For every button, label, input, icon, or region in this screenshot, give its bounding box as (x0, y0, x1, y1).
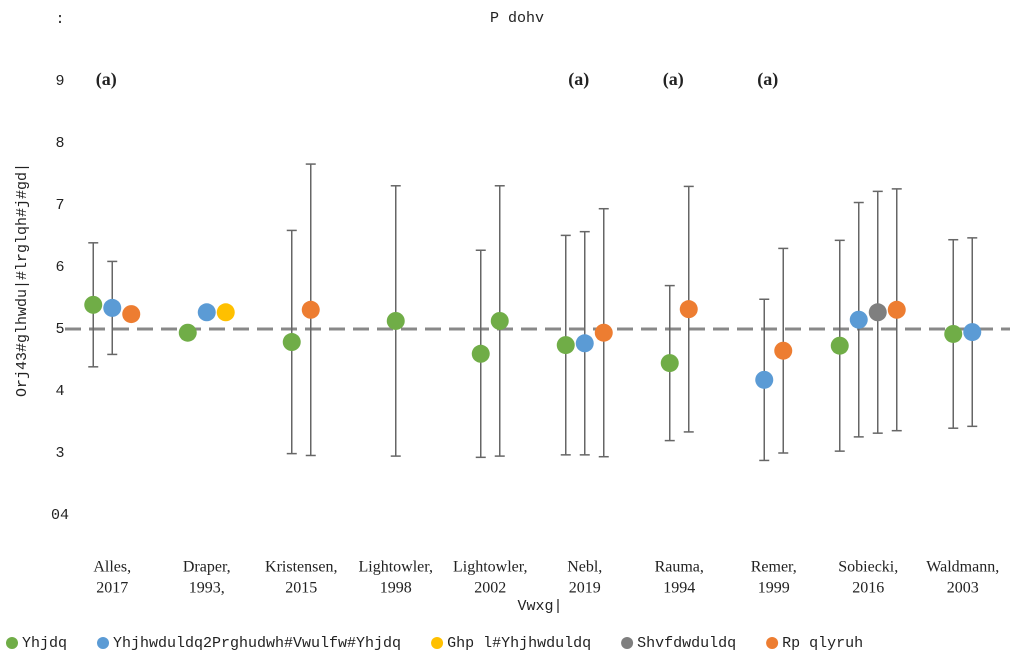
annotation: (a) (568, 69, 589, 90)
y-tick-label: 04 (51, 507, 69, 524)
legend-swatch (6, 637, 18, 649)
point (944, 324, 963, 343)
point (963, 323, 982, 342)
x-tick-label: Lightowler, (453, 559, 527, 576)
y-tick-label: 4 (55, 383, 64, 400)
legend-label: Shvfdwduldq (637, 635, 736, 652)
legend-label: Yhjhwduldq2Prghudwh#Vwulfw#Yhjdq (113, 635, 401, 652)
x-tick-label: Lightowler, (359, 559, 433, 576)
legend-swatch (431, 637, 444, 649)
x-tick-label: 1994 (663, 580, 695, 597)
point (103, 298, 122, 317)
y-tick-label: 6 (55, 259, 64, 276)
point (594, 323, 613, 342)
y-tick-label: 9 (55, 73, 64, 90)
x-tick-label: Kristensen, (265, 559, 337, 576)
point (755, 370, 774, 389)
point (774, 341, 793, 360)
x-tick-label: 2016 (852, 580, 884, 597)
point (849, 310, 868, 329)
x-tick-label: Remer, (751, 559, 797, 576)
point (575, 334, 594, 353)
x-tick-label: Draper, (183, 559, 231, 576)
annotation: (a) (757, 69, 778, 90)
legend-label: Rp qlyruh (782, 635, 863, 652)
x-tick-label: 2015 (285, 580, 317, 597)
legend-swatch (621, 637, 634, 649)
legend-label: Ghp l#Yhjhwduldq (447, 635, 591, 652)
point (660, 354, 679, 373)
x-tick-label: 2002 (474, 580, 506, 597)
y-tick-label: 3 (55, 445, 64, 462)
x-tick-label: 1993, (189, 580, 225, 597)
x-tick-label: 2019 (569, 580, 601, 597)
legend-label: Yhjdq (22, 635, 67, 652)
point (301, 300, 320, 319)
point (178, 323, 197, 342)
point (471, 344, 490, 363)
x-tick-label: Nebl, (567, 559, 602, 576)
point (216, 303, 235, 322)
x-tick-label: 2003 (947, 580, 979, 597)
point (84, 295, 103, 314)
x-tick-label: Rauma, (655, 559, 704, 576)
point (887, 300, 906, 319)
x-tick-label: Alles, (93, 559, 131, 576)
x-tick-label: Waldmann, (926, 559, 999, 576)
point (197, 303, 216, 322)
y-axis-title: Orj43#glhwdu|#lrglqh#j#gd| (14, 163, 31, 397)
point (556, 336, 575, 355)
x-tick-label: 2017 (96, 580, 128, 597)
point (122, 305, 141, 324)
point (282, 333, 301, 352)
x-tick-label: 1999 (758, 580, 790, 597)
annotation: (a) (96, 69, 117, 90)
y-tick-label: : (55, 11, 64, 28)
legend-swatch (97, 637, 110, 649)
legend-swatch (766, 637, 779, 649)
x-tick-label: 1998 (380, 580, 412, 597)
annotation: (a) (663, 69, 684, 90)
point (868, 303, 887, 322)
point (830, 336, 849, 355)
y-tick-label: 7 (55, 197, 64, 214)
y-tick-label: 5 (55, 321, 64, 338)
point (490, 311, 509, 330)
x-tick-label: Sobiecki, (838, 559, 898, 576)
chart-title: P dohv (490, 10, 544, 27)
y-tick-label: 8 (55, 135, 64, 152)
x-axis-title: Vwxg| (517, 598, 562, 615)
point (386, 311, 405, 330)
point (679, 300, 698, 319)
